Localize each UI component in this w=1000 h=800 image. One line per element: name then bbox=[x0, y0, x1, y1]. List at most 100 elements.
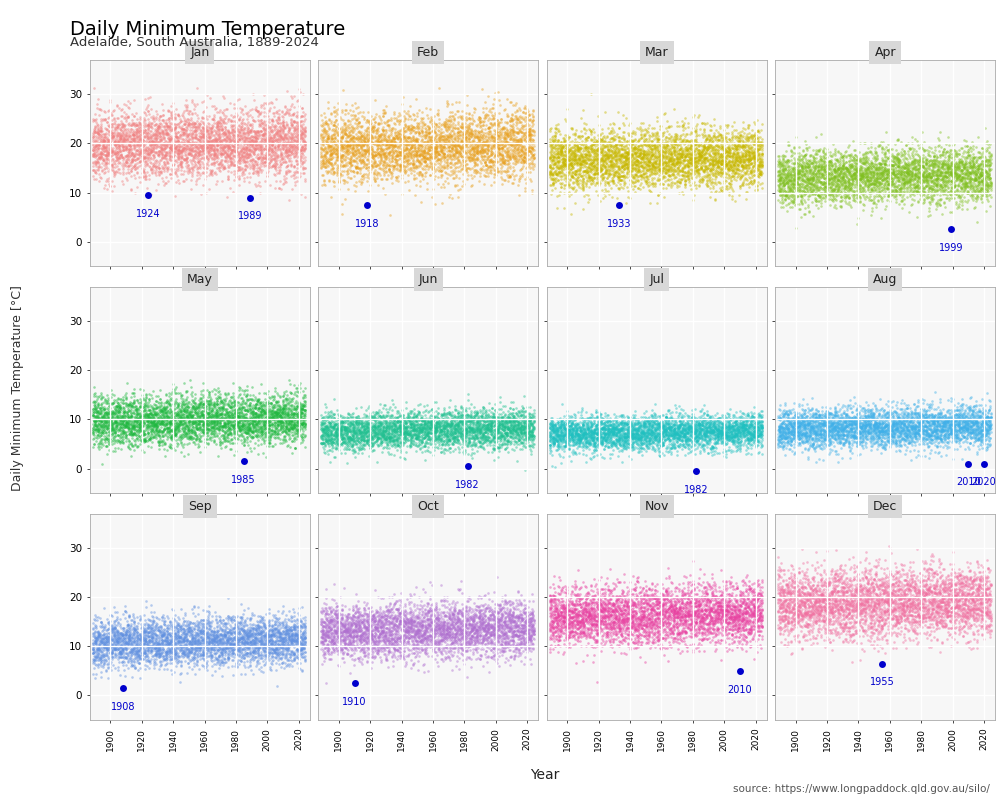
Point bbox=[365, 609, 381, 622]
Point bbox=[896, 608, 912, 621]
Point bbox=[95, 138, 111, 150]
Point bbox=[164, 144, 180, 157]
Point bbox=[115, 645, 131, 658]
Point bbox=[219, 637, 235, 650]
Point bbox=[922, 398, 938, 410]
Point bbox=[393, 630, 409, 643]
Point bbox=[543, 430, 559, 442]
Point bbox=[638, 421, 654, 434]
Point bbox=[716, 159, 732, 172]
Point bbox=[587, 438, 603, 451]
Point bbox=[428, 602, 444, 615]
Point bbox=[685, 160, 701, 173]
Point bbox=[940, 166, 956, 179]
Point bbox=[889, 429, 905, 442]
Point bbox=[237, 148, 253, 161]
Point bbox=[780, 426, 796, 439]
Point bbox=[827, 162, 843, 174]
Point bbox=[284, 145, 300, 158]
Point bbox=[209, 417, 225, 430]
Point bbox=[712, 606, 728, 618]
Point bbox=[926, 186, 942, 199]
Point bbox=[703, 154, 719, 166]
Point bbox=[180, 422, 196, 434]
Point bbox=[743, 418, 759, 430]
Point bbox=[568, 434, 584, 446]
Point bbox=[961, 587, 977, 600]
Point bbox=[400, 430, 416, 443]
Point bbox=[360, 622, 376, 634]
Point bbox=[194, 152, 210, 165]
Point bbox=[123, 617, 139, 630]
Point bbox=[638, 626, 654, 639]
Point bbox=[145, 620, 161, 633]
Point bbox=[553, 142, 569, 155]
Point bbox=[430, 642, 446, 655]
Point bbox=[590, 426, 606, 439]
Point bbox=[862, 161, 878, 174]
Point bbox=[190, 623, 206, 636]
Point bbox=[560, 608, 576, 621]
Point bbox=[638, 171, 654, 184]
Point bbox=[175, 646, 191, 659]
Point bbox=[206, 111, 222, 124]
Point bbox=[106, 432, 122, 445]
Point bbox=[845, 574, 861, 586]
Point bbox=[103, 150, 119, 162]
Point bbox=[104, 121, 120, 134]
Point bbox=[516, 154, 532, 167]
Point bbox=[730, 136, 746, 149]
Point bbox=[647, 155, 663, 168]
Point bbox=[592, 598, 608, 611]
Point bbox=[375, 162, 391, 174]
Point bbox=[741, 421, 757, 434]
Point bbox=[355, 440, 371, 453]
Point bbox=[481, 105, 497, 118]
Point bbox=[250, 619, 266, 632]
Point bbox=[663, 149, 679, 162]
Point bbox=[408, 425, 424, 438]
Point bbox=[204, 169, 220, 182]
Point bbox=[196, 417, 212, 430]
Point bbox=[953, 156, 969, 169]
Point bbox=[294, 123, 310, 136]
Point bbox=[893, 168, 909, 181]
Point bbox=[103, 417, 119, 430]
Point bbox=[108, 166, 124, 179]
Point bbox=[846, 417, 862, 430]
Point bbox=[773, 171, 789, 184]
Point bbox=[381, 646, 397, 658]
Point bbox=[878, 406, 894, 419]
Point bbox=[503, 639, 519, 652]
Point bbox=[892, 606, 908, 619]
Point bbox=[623, 621, 639, 634]
Point bbox=[608, 610, 624, 623]
Point bbox=[694, 173, 710, 186]
Point bbox=[383, 615, 399, 628]
Point bbox=[927, 158, 943, 170]
Point bbox=[516, 422, 532, 435]
Point bbox=[270, 647, 286, 660]
Point bbox=[362, 626, 378, 639]
Point bbox=[849, 404, 865, 417]
Point bbox=[284, 422, 300, 434]
Point bbox=[888, 585, 904, 598]
Point bbox=[458, 146, 474, 159]
Point bbox=[286, 160, 302, 173]
Point bbox=[494, 634, 510, 647]
Point bbox=[329, 168, 345, 181]
Point bbox=[562, 435, 578, 448]
Point bbox=[507, 416, 523, 429]
Point bbox=[925, 158, 941, 171]
Point bbox=[585, 584, 601, 597]
Point bbox=[982, 176, 998, 189]
Point bbox=[115, 125, 131, 138]
Point bbox=[474, 145, 490, 158]
Point bbox=[483, 424, 499, 437]
Point bbox=[293, 643, 309, 656]
Point bbox=[121, 119, 137, 132]
Point bbox=[559, 425, 575, 438]
Point bbox=[428, 142, 444, 154]
Point bbox=[258, 139, 274, 152]
Point bbox=[225, 377, 241, 390]
